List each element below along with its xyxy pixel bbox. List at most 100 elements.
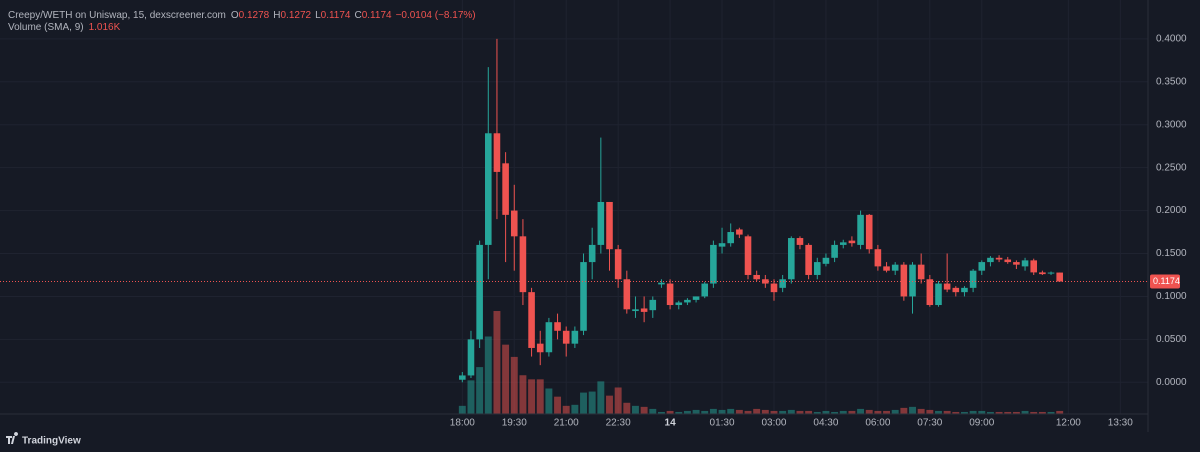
candle-body: [459, 375, 466, 380]
volume-bar: [813, 411, 821, 414]
volume-bar: [632, 405, 639, 414]
candle-body: [666, 283, 674, 306]
volume-bar: [796, 410, 804, 414]
last-price-box: [1150, 274, 1180, 289]
candle-body: [796, 238, 804, 245]
x-tick-label: 03:00: [761, 418, 786, 429]
candle-body: [606, 201, 613, 250]
volume-bar: [545, 388, 553, 414]
volume-bar: [978, 410, 986, 414]
candle-body: [753, 274, 760, 280]
candle-body: [692, 296, 700, 300]
volume-bar: [649, 408, 657, 414]
volume-bar: [917, 408, 925, 414]
volume-bar: [735, 409, 743, 414]
volume-bar: [571, 404, 579, 414]
volume-bar: [753, 408, 761, 414]
volume-bar: [580, 392, 587, 414]
candle-body: [839, 242, 847, 245]
y-tick-label: 0.3500: [1156, 76, 1187, 87]
candle-body: [987, 257, 994, 263]
volume-bar: [831, 411, 839, 414]
volume-bar: [770, 410, 778, 414]
candle-body: [614, 249, 622, 280]
candle-body: [831, 244, 838, 258]
candle-body: [588, 244, 596, 263]
volume-bar: [666, 410, 674, 414]
volume-bar: [701, 410, 709, 414]
candle-body: [917, 264, 925, 280]
volume-bar: [995, 411, 1003, 414]
candle-body: [571, 330, 579, 344]
volume-bar: [1030, 411, 1038, 414]
candle-body: [1021, 260, 1029, 267]
volume-bar: [458, 405, 466, 414]
candle-body: [744, 236, 752, 275]
candle-body: [943, 283, 951, 290]
candle-body: [952, 287, 960, 293]
candle-body: [545, 322, 553, 353]
l-label: L: [315, 10, 321, 21]
volume-bar: [519, 375, 527, 414]
volume-bar: [683, 410, 691, 414]
volume-bar: [865, 409, 873, 414]
candle-body: [718, 243, 726, 247]
candle-body: [658, 282, 665, 285]
volume-bar: [1012, 411, 1020, 414]
y-tick-label: 0.2000: [1156, 205, 1187, 216]
volume-bar: [623, 402, 631, 414]
last-price-label: 0.1174: [1153, 276, 1180, 286]
volume-bar: [952, 411, 960, 414]
candle-body: [995, 257, 1003, 260]
candle-body: [1056, 272, 1063, 282]
x-tick-label: 12:00: [1056, 418, 1081, 429]
candle-body: [1030, 260, 1038, 273]
candle-body: [510, 210, 518, 237]
volume-bar: [926, 409, 934, 414]
candle-body: [701, 283, 709, 297]
volume-bar: [1047, 411, 1055, 414]
volume-bar: [960, 411, 968, 414]
candle-body: [1013, 262, 1020, 265]
x-tick-label: 18:00: [450, 418, 475, 429]
volume-value: 1.016K: [89, 22, 121, 33]
volume-bar: [727, 408, 735, 414]
brand-name: TradingView: [22, 436, 81, 447]
brand-logo: [6, 432, 19, 444]
candle-body: [493, 133, 501, 172]
h-label: H: [273, 10, 280, 21]
candle-body: [649, 299, 657, 311]
volume-bar: [588, 391, 596, 414]
candle-body: [1004, 259, 1012, 263]
volume-bar: [510, 356, 518, 414]
candle-body: [727, 232, 734, 244]
x-tick-label: 06:00: [865, 418, 890, 429]
candle-body: [710, 244, 717, 284]
volume-bar: [467, 380, 475, 414]
volume-bar: [562, 405, 570, 414]
x-tick-label: 19:30: [502, 418, 527, 429]
plot: [0, 0, 1148, 414]
y-tick-label: 0.1500: [1156, 248, 1187, 259]
y-tick-label: 0.3000: [1156, 119, 1187, 130]
l-value: 0.1174: [321, 10, 351, 21]
volume-bar: [822, 410, 830, 414]
candle-body: [684, 299, 691, 303]
candle-body: [813, 262, 821, 275]
volume-bar: [1038, 411, 1046, 414]
candle-body: [640, 308, 648, 312]
volume-bar: [761, 409, 769, 414]
volume-bar: [986, 411, 994, 414]
candle-body: [788, 238, 795, 280]
volume-bar: [709, 408, 717, 414]
c-value: 0.1174: [362, 10, 392, 21]
legend-line: Creepy/WETH on Uniswap, 15, dexscreener.…: [8, 10, 476, 21]
volume-bar: [805, 410, 813, 414]
volume-bar: [1004, 411, 1012, 414]
h-value: 0.1272: [280, 10, 311, 21]
candle-body: [554, 322, 561, 331]
brand[interactable]: TradingView: [6, 432, 81, 447]
volume-bar: [969, 410, 977, 414]
candle-body: [597, 201, 605, 245]
